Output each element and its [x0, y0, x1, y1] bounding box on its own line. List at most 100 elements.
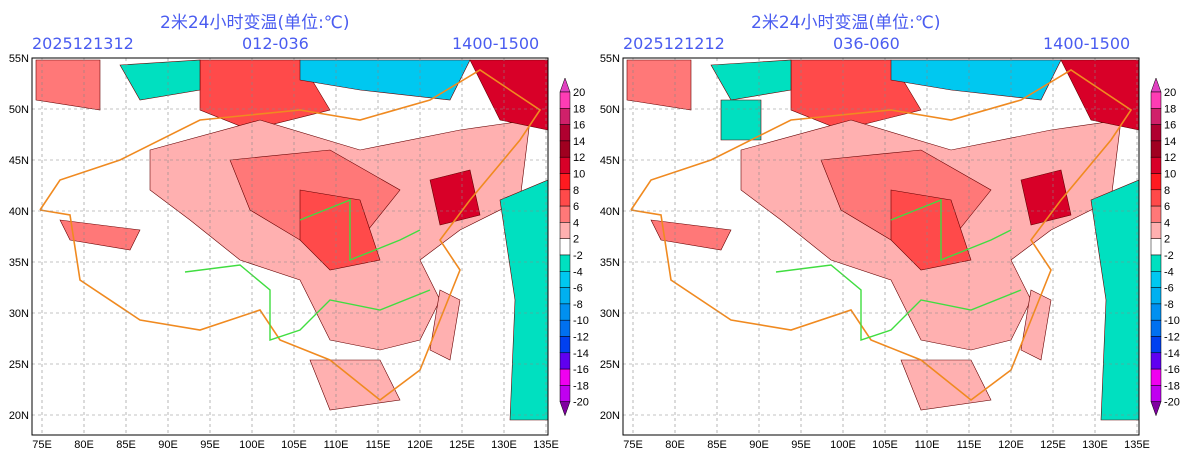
colorbar-label: -16: [1164, 364, 1180, 376]
country-border: [39, 69, 542, 402]
temperature-contour-region: [790, 59, 922, 131]
map-frame: [622, 57, 1140, 436]
colorbar-swatch: [1150, 222, 1162, 239]
temperature-contour-region: [890, 59, 1062, 101]
temperature-contour-region: [119, 59, 201, 101]
colorbar-label: 2: [1164, 234, 1170, 246]
colorbar-label: 8: [573, 185, 579, 197]
colorbar-label: -6: [1164, 283, 1174, 295]
colorbar-swatch: [559, 352, 571, 370]
lon-tick-label: 105E: [872, 439, 898, 451]
lon-tick-label: 120E: [407, 439, 433, 451]
lat-tick-label: 25N: [9, 359, 29, 371]
lat-tick-label: 40N: [9, 206, 29, 218]
lat-tick-label: 45N: [9, 155, 29, 167]
colorbar-label: 18: [573, 103, 585, 115]
lat-tick-label: 30N: [600, 308, 620, 320]
temperature-contour-region: [429, 289, 461, 361]
init-time: 2025121312: [32, 34, 134, 53]
river-line: [299, 198, 421, 262]
colorbar-swatch: [559, 222, 571, 239]
lon-tick-label: 80E: [665, 439, 685, 451]
colorbar-swatch: [1150, 173, 1162, 191]
colorbar-label: 20: [1164, 87, 1176, 99]
colorbar-top-arrow: [559, 77, 571, 93]
lon-tick-label: 80E: [74, 439, 94, 451]
colorbar-swatch: [1150, 303, 1162, 321]
lat-tick-label: 30N: [9, 308, 29, 320]
colorbar-label: 4: [1164, 217, 1170, 229]
colorbar-bottom-arrow: [1150, 401, 1162, 417]
colorbar-label: 20: [573, 87, 585, 99]
temperature-contour-region: [199, 59, 331, 131]
time-window: 1400-1500: [1043, 34, 1131, 53]
colorbar-label: -2: [573, 250, 583, 262]
colorbar-label: 8: [1164, 185, 1170, 197]
lon-tick-label: 75E: [32, 439, 52, 451]
temperature-change-map: 55N 50N 45N 40N 35N 30N 25N 20N 75E 80E 85E 90E 95E 1…: [9, 53, 589, 451]
lat-tick-label: 50N: [600, 104, 620, 116]
colorbar-swatch: [559, 189, 571, 207]
colorbar-label: -18: [1164, 380, 1180, 392]
lat-tick-label: 20N: [9, 410, 29, 422]
colorbar-label: -10: [573, 315, 589, 327]
colorbar-swatch: [559, 287, 571, 305]
lon-tick-label: 125E: [1040, 439, 1066, 451]
temperature-contour-region: [650, 219, 732, 251]
colorbar-label: -12: [1164, 332, 1180, 344]
river-line: [775, 264, 1022, 341]
colorbar-label: -4: [573, 266, 583, 278]
lat-tick-label: 40N: [600, 206, 620, 218]
colorbar-label: 12: [573, 152, 585, 164]
lon-tick-label: 75E: [623, 439, 643, 451]
lat-tick-label: 35N: [600, 257, 620, 269]
temperature-contour-region: [59, 219, 141, 251]
lon-tick-label: 100E: [830, 439, 856, 451]
panel-title: 2米24小时变温(单位:℃): [751, 13, 941, 33]
lon-tick-label: 105E: [281, 439, 307, 451]
lon-tick-label: 85E: [116, 439, 136, 451]
lon-tick-label: 115E: [957, 439, 982, 451]
colorbar-swatch: [559, 368, 571, 386]
colorbar-label: -20: [1164, 397, 1180, 409]
colorbar-swatch: [1150, 352, 1162, 370]
colorbar-swatch: [559, 271, 571, 288]
colorbar-label: -8: [573, 299, 583, 311]
temperature-contour-region: [710, 59, 792, 101]
right-panel: 2米24小时变温(单位:℃) 2025121212 036-060 1400-1…: [591, 0, 1182, 465]
colorbar-label: 16: [1164, 120, 1176, 132]
temperature-contour-region: [299, 59, 471, 101]
lat-tick-label: 45N: [600, 155, 620, 167]
colorbar-label: 14: [573, 136, 585, 148]
colorbar-label: -14: [573, 348, 589, 360]
lon-tick-label: 135E: [1124, 439, 1150, 451]
forecast-range: 012-036: [242, 34, 309, 53]
lon-tick-label: 95E: [791, 439, 811, 451]
colorbar-swatch: [559, 140, 571, 158]
time-window: 1400-1500: [452, 34, 540, 53]
lon-tick-label: 90E: [158, 439, 178, 451]
colorbar-top-arrow: [1150, 77, 1162, 93]
temperature-contour-region: [720, 99, 762, 141]
lat-tick-label: 35N: [9, 257, 29, 269]
colorbar-swatch: [559, 156, 571, 174]
colorbar-swatch: [1150, 336, 1162, 354]
colorbar-label: 10: [573, 169, 585, 181]
colorbar-swatch: [1150, 156, 1162, 174]
colorbar-label: 16: [573, 120, 585, 132]
colorbar-bottom-arrow: [559, 401, 571, 417]
colorbar-swatch: [1150, 108, 1162, 125]
colorbar-label: -12: [573, 332, 589, 344]
colorbar-swatch: [559, 238, 571, 256]
colorbar-label: 14: [1164, 136, 1176, 148]
colorbar-swatch: [1150, 287, 1162, 305]
colorbar-swatch: [559, 319, 571, 337]
temperature-contour-region: [890, 189, 972, 271]
colorbar-label: -14: [1164, 348, 1180, 360]
lon-tick-label: 85E: [707, 439, 727, 451]
lat-tick-label: 25N: [600, 359, 620, 371]
colorbar-swatch: [1150, 254, 1162, 272]
lon-tick-label: 100E: [239, 439, 265, 451]
lon-tick-label: 110E: [324, 439, 349, 451]
lon-tick-label: 95E: [200, 439, 220, 451]
